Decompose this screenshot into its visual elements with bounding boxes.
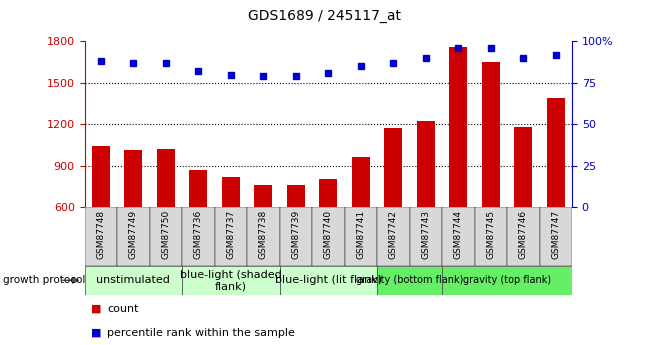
Bar xyxy=(352,157,370,207)
Bar xyxy=(280,266,377,295)
Text: GSM87743: GSM87743 xyxy=(421,210,430,259)
Text: GSM87739: GSM87739 xyxy=(291,210,300,259)
Text: GSM87747: GSM87747 xyxy=(551,210,560,259)
Text: GSM87740: GSM87740 xyxy=(324,210,333,259)
Bar xyxy=(182,207,215,266)
Text: GSM87741: GSM87741 xyxy=(356,210,365,259)
Bar xyxy=(84,207,117,266)
Text: gravity (bottom flank): gravity (bottom flank) xyxy=(356,275,463,285)
Bar xyxy=(157,149,175,207)
Bar xyxy=(384,128,402,207)
Bar xyxy=(449,47,467,207)
Text: unstimulated: unstimulated xyxy=(96,275,170,285)
Text: GSM87744: GSM87744 xyxy=(454,210,463,259)
Bar xyxy=(514,127,532,207)
Text: count: count xyxy=(107,304,138,314)
Bar xyxy=(254,185,272,207)
Text: blue-light (lit flank): blue-light (lit flank) xyxy=(275,275,382,285)
Bar xyxy=(547,98,565,207)
Text: GSM87746: GSM87746 xyxy=(519,210,528,259)
Bar xyxy=(507,207,540,266)
Text: ■: ■ xyxy=(91,328,101,338)
Text: GSM87749: GSM87749 xyxy=(129,210,138,259)
Bar xyxy=(442,266,572,295)
Bar xyxy=(344,207,377,266)
Bar xyxy=(377,266,442,295)
Text: GDS1689 / 245117_at: GDS1689 / 245117_at xyxy=(248,9,402,23)
Bar xyxy=(287,185,305,207)
Text: blue-light (shaded
flank): blue-light (shaded flank) xyxy=(180,269,281,291)
Bar xyxy=(417,121,435,207)
Text: GSM87745: GSM87745 xyxy=(486,210,495,259)
Bar xyxy=(280,207,312,266)
Bar xyxy=(189,170,207,207)
Bar xyxy=(182,266,280,295)
Bar xyxy=(319,179,337,207)
Bar xyxy=(312,207,344,266)
Text: growth protocol: growth protocol xyxy=(3,275,86,285)
Bar xyxy=(150,207,182,266)
Text: GSM87736: GSM87736 xyxy=(194,210,203,259)
Bar xyxy=(482,62,500,207)
Bar xyxy=(474,207,507,266)
Bar xyxy=(124,150,142,207)
Bar xyxy=(442,207,474,266)
Text: GSM87750: GSM87750 xyxy=(161,210,170,259)
Text: gravity (top flank): gravity (top flank) xyxy=(463,275,551,285)
Bar xyxy=(540,207,572,266)
Text: ■: ■ xyxy=(91,304,101,314)
Bar xyxy=(377,207,410,266)
Text: GSM87742: GSM87742 xyxy=(389,210,398,259)
Bar xyxy=(214,207,247,266)
Text: GSM87737: GSM87737 xyxy=(226,210,235,259)
Bar xyxy=(84,266,182,295)
Text: GSM87738: GSM87738 xyxy=(259,210,268,259)
Text: GSM87748: GSM87748 xyxy=(96,210,105,259)
Bar xyxy=(117,207,150,266)
Bar xyxy=(222,177,240,207)
Bar xyxy=(410,207,442,266)
Bar xyxy=(92,146,110,207)
Bar xyxy=(247,207,280,266)
Text: percentile rank within the sample: percentile rank within the sample xyxy=(107,328,295,338)
